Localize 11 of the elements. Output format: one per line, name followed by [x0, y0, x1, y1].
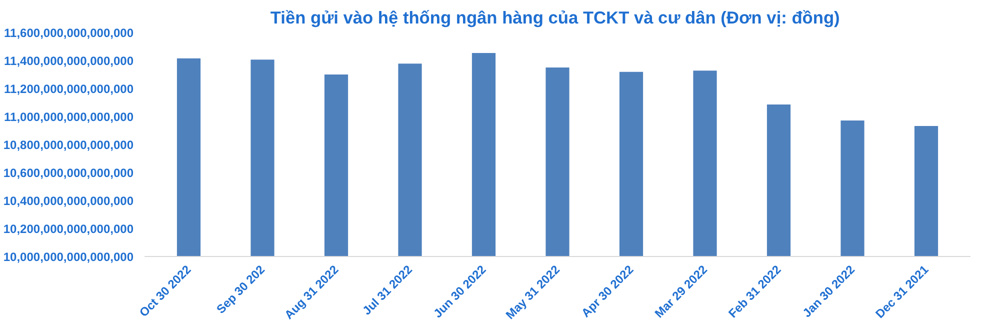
- y-tick-label: 11,000,000,000,000,000: [4, 110, 134, 124]
- y-tick-label: 10,600,000,000,000,000: [3, 166, 134, 180]
- chart-title: Tiền gửi vào hệ thống ngân hàng của TCKT và cư dân (Đơn vị: đồng): [270, 8, 840, 28]
- x-tick-label: Sep 30 202: [214, 262, 268, 316]
- y-tick-label: 11,400,000,000,000,000: [4, 54, 134, 68]
- y-tick-label: 10,200,000,000,000,000: [3, 222, 134, 236]
- y-tick-label: 10,400,000,000,000,000: [3, 194, 134, 208]
- y-tick-label: 11,600,000,000,000,000: [4, 26, 134, 40]
- y-tick-label: 11,200,000,000,000,000: [4, 82, 134, 96]
- y-tick-label: 10,800,000,000,000,000: [3, 138, 134, 152]
- y-tick-label: 10,000,000,000,000,000: [3, 250, 134, 264]
